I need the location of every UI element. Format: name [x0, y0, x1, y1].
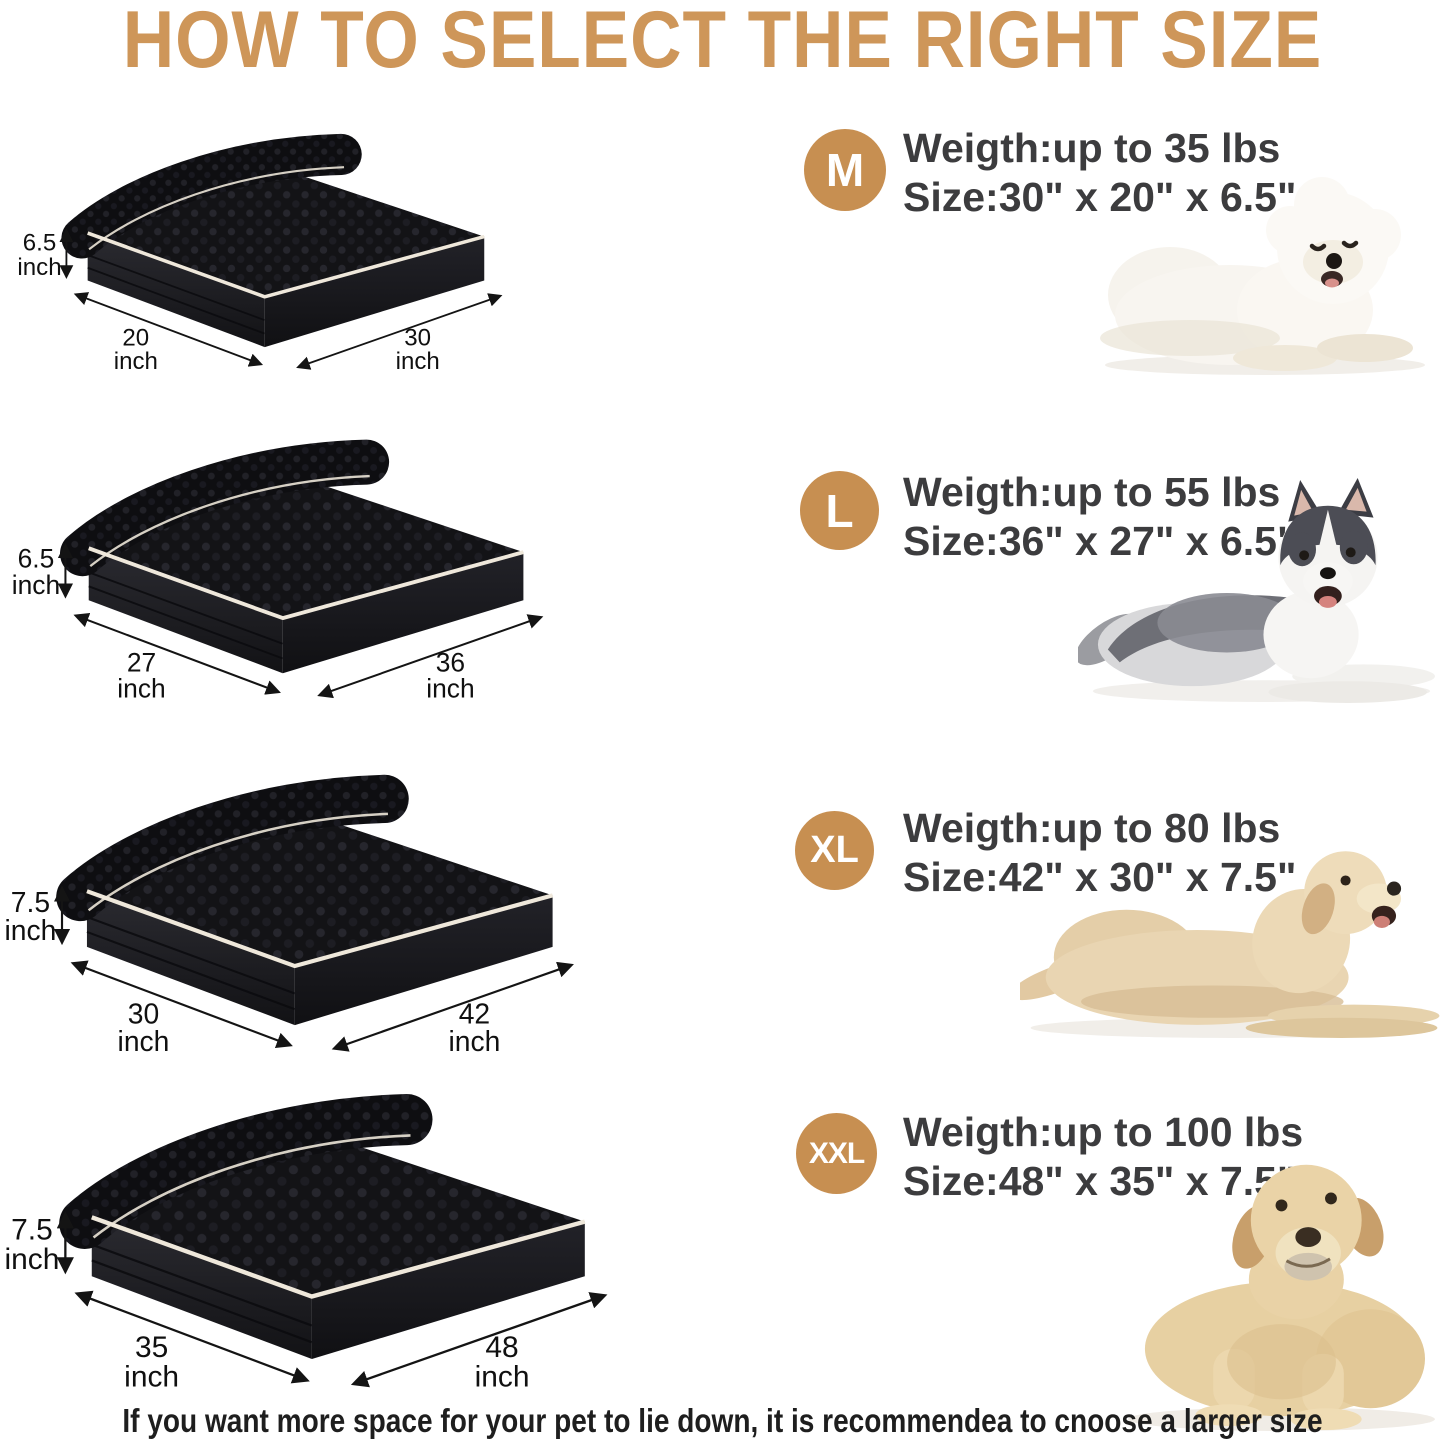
dog-eye	[1341, 240, 1359, 249]
size-info-l: Weigth:up to 55 lbs Size:36" x 27" x 6.5…	[903, 468, 1296, 566]
size-info-xl: Weigth:up to 80 lbs Size:42" x 30" x 7.5…	[903, 804, 1296, 902]
dog-eye	[1345, 547, 1356, 558]
dog-tongue	[1373, 915, 1390, 928]
labrador-photo	[1128, 1164, 1435, 1432]
size-text: Size:42" x 30" x 7.5"	[903, 854, 1297, 900]
footer-note: If you want more space for your pet to l…	[122, 1402, 1323, 1439]
height-dim-unit: inch	[4, 1243, 59, 1276]
dog-tongue	[1325, 278, 1339, 288]
bed-illustration-xxl: 7.5 inch 35 inch 48 inch	[4, 1072, 622, 1393]
weight-text: Weigth:up to 100 lbs	[903, 1109, 1304, 1155]
size-text: Size:36" x 27" x 6.5"	[903, 518, 1297, 564]
dog-eye	[1299, 550, 1310, 561]
width-dim-unit: inch	[396, 348, 440, 375]
dog-mouth	[1285, 1257, 1331, 1268]
size-badge-l: L	[800, 471, 879, 550]
depth-dim-unit: inch	[118, 1025, 170, 1057]
bed-illustration-m: 6.5 inch 20 inch 30 inch	[17, 116, 514, 375]
golden-retriever-photo	[1020, 851, 1440, 1038]
height-dim-unit: inch	[12, 570, 60, 600]
weight-text: Weigth:up to 80 lbs	[903, 805, 1281, 851]
width-dim-value: 36	[436, 648, 465, 678]
bichon-frise-photo	[1100, 177, 1425, 375]
depth-dim-unit: inch	[117, 673, 165, 703]
size-badge-xxl: XXL	[796, 1113, 877, 1194]
dog-ear	[1301, 883, 1335, 935]
depth-dim-unit: inch	[114, 348, 158, 375]
weight-text: Weigth:up to 55 lbs	[903, 469, 1281, 515]
dog-nose	[1326, 253, 1342, 269]
width-dim-value: 48	[485, 1331, 518, 1364]
depth-dim-value: 20	[122, 325, 149, 352]
size-badge-m: M	[804, 129, 886, 211]
size-badge-xl: XL	[795, 811, 874, 890]
bed-illustration-xl: 7.5 inch 30 inch 42 inch	[4, 754, 588, 1057]
size-info-m: Weigth:up to 35 lbs Size:30" x 20" x 6.5…	[903, 124, 1296, 222]
width-dim-value: 42	[459, 997, 490, 1029]
page-title: HOW TO SELECT THE RIGHT SIZE	[122, 0, 1323, 85]
width-dim-value: 30	[404, 325, 431, 352]
bed-illustration-l: 6.5 inch 27 inch 36 inch	[12, 420, 556, 703]
height-dim-unit: inch	[17, 254, 61, 281]
depth-dim-value: 35	[135, 1331, 168, 1364]
dog-eye	[1340, 875, 1351, 886]
dog-eye	[1325, 1192, 1337, 1205]
size-text: Size:48" x 35" x 7.5"	[903, 1158, 1297, 1204]
width-dim-unit: inch	[449, 1025, 501, 1057]
height-dim-value: 6.5	[18, 544, 55, 574]
height-dim-value: 6.5	[23, 230, 56, 257]
height-dim-unit: inch	[4, 914, 56, 946]
weight-text: Weigth:up to 35 lbs	[903, 125, 1281, 171]
dog-nose	[1295, 1227, 1322, 1247]
dog-eye	[1309, 243, 1327, 252]
dog-nose	[1386, 881, 1402, 896]
depth-dim-unit: inch	[124, 1360, 179, 1393]
size-text: Size:30" x 20" x 6.5"	[903, 174, 1297, 220]
siberian-husky-photo	[1078, 477, 1435, 704]
depth-dim-value: 27	[127, 648, 156, 678]
height-dim-value: 7.5	[11, 1213, 53, 1246]
dog-nose	[1319, 567, 1336, 580]
height-dim-value: 7.5	[11, 886, 50, 918]
size-info-xxl: Weigth:up to 100 lbs Size:48" x 35" x 7.…	[903, 1108, 1303, 1206]
depth-dim-value: 30	[128, 997, 159, 1029]
width-dim-unit: inch	[475, 1360, 530, 1393]
width-dim-unit: inch	[426, 673, 474, 703]
dog-eye	[1275, 1199, 1288, 1212]
dog-tongue	[1318, 595, 1337, 608]
